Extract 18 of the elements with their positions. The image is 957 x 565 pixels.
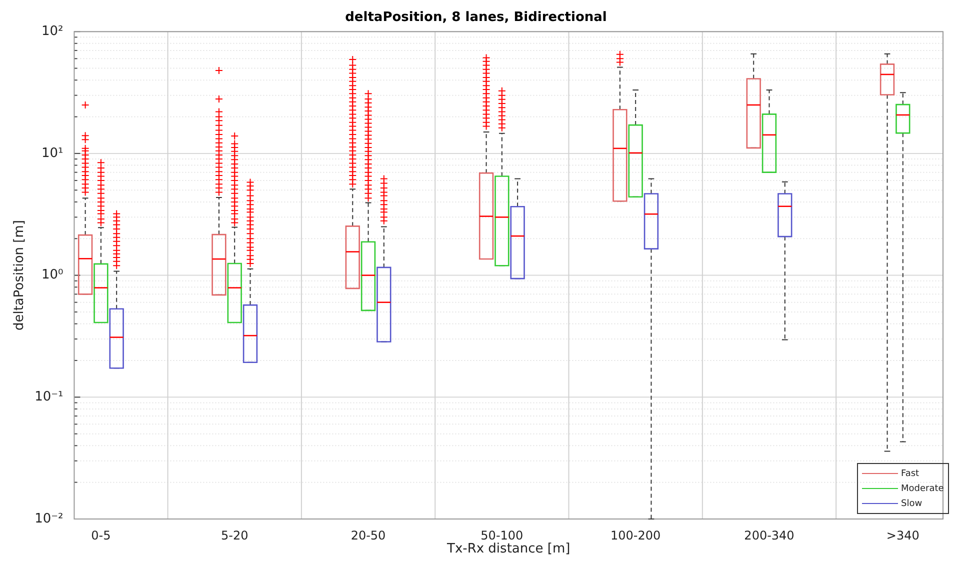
x-tick-label: 5-20 <box>220 528 248 542</box>
legend-label: Moderate <box>901 484 944 494</box>
y-tick-label: 10⁻² <box>34 511 64 526</box>
x-tick-label: 0-5 <box>91 528 111 542</box>
x-tick-label: 50-100 <box>480 528 524 542</box>
chart-title: deltaPosition, 8 lanes, Bidirectional <box>345 10 607 26</box>
y-tick-label: 10¹ <box>41 146 64 161</box>
x-tick-label: >340 <box>886 528 920 542</box>
y-tick-label: 10⁰ <box>41 268 64 283</box>
x-tick-label: 200-340 <box>744 528 794 542</box>
x-tick-label: 20-50 <box>350 528 386 542</box>
y-tick-label: 10² <box>41 24 64 39</box>
y-tick-label: 10⁻¹ <box>34 390 64 405</box>
legend-label: Fast <box>901 468 920 478</box>
legend-label: Slow <box>901 498 922 508</box>
x-tick-label: 100-200 <box>610 528 661 542</box>
x-axis-title: Tx-Rx distance [m] <box>446 542 570 557</box>
y-axis-title: deltaPosition [m] <box>12 220 28 331</box>
